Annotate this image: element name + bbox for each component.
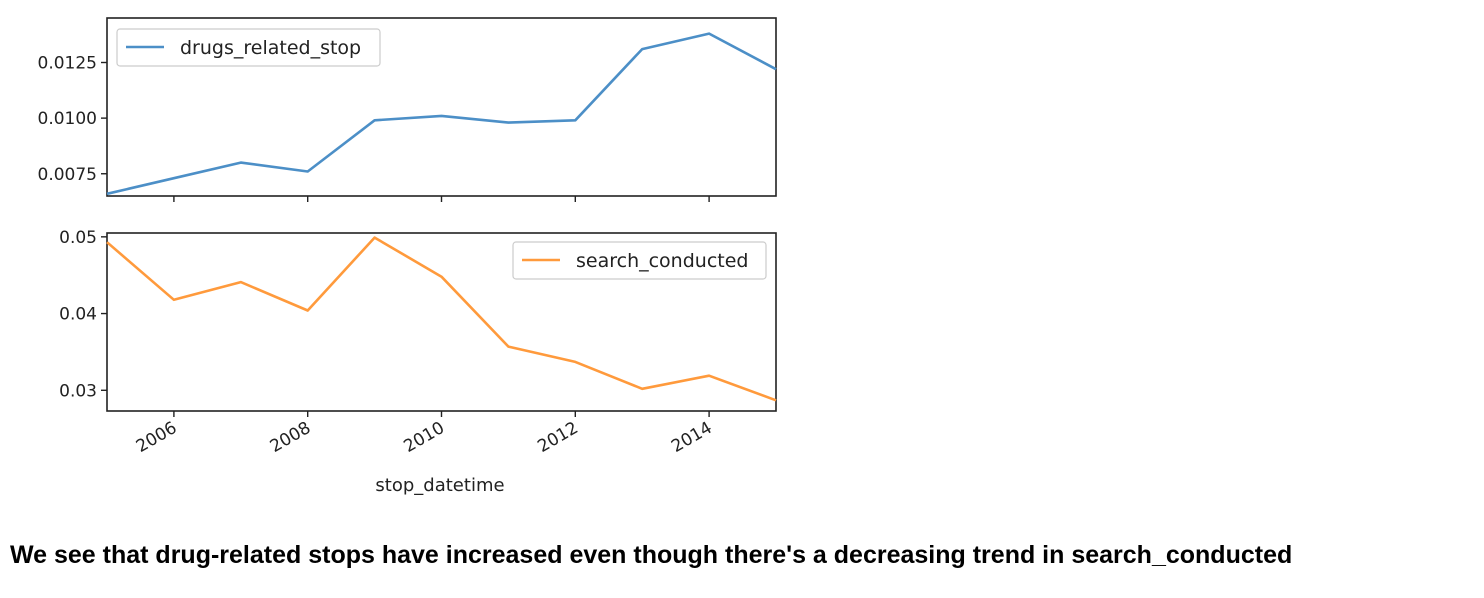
legend-label: search_conducted (576, 250, 748, 272)
y-tick-label: 0.0125 (38, 54, 97, 74)
y-tick-label: 0.03 (59, 381, 97, 401)
series-line-drugs-related-stop (106, 32, 777, 196)
x-tick-label: 2006 (133, 418, 180, 457)
legend-label: drugs_related_stop (180, 37, 361, 59)
legend-box (116, 28, 381, 67)
legend-box (512, 241, 767, 280)
subplot-drugs-related-stop: 0.0075 0.0100 0.0125 drugs_related_stop (38, 17, 777, 202)
y-tick-label: 0.04 (59, 305, 97, 325)
x-tick-label: 2012 (534, 418, 581, 457)
y-tick-label: 0.0075 (38, 165, 97, 185)
caption-text: We see that drug-related stops have incr… (10, 541, 1293, 569)
y-tick-label: 0.05 (59, 228, 97, 248)
x-axis-label: stop_datetime (375, 475, 504, 496)
legend: drugs_related_stop (116, 28, 381, 67)
series-line-search-conducted (106, 236, 777, 402)
subplot-search-conducted: 0.03 0.04 0.05 search_conducted (59, 228, 777, 417)
x-tick-label: 2008 (267, 418, 314, 457)
y-tick-label: 0.0100 (38, 109, 97, 129)
chart: 0.0075 0.0100 0.0125 drugs_related_stop 0.0… (38, 17, 777, 496)
x-tick-label: 2014 (668, 418, 715, 457)
legend: search_conducted (512, 241, 767, 280)
x-tick-label: 2010 (401, 418, 448, 457)
x-axis: 2006 2008 2010 2012 2014 (133, 418, 716, 457)
